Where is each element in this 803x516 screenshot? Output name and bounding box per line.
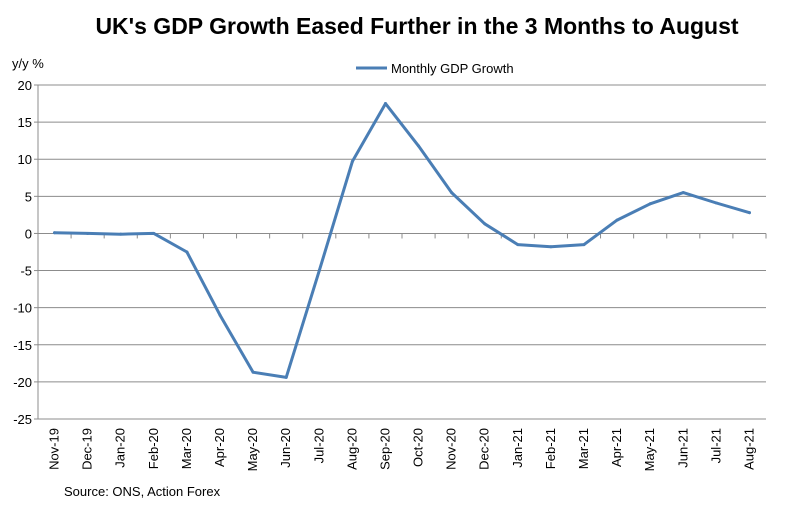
y-tick-label: -20 xyxy=(13,375,32,390)
data-point xyxy=(582,243,586,247)
data-point xyxy=(119,232,123,236)
x-tick-labels: Nov-19 Dec-19 Jan-20 Feb-20 Mar-20 Apr-20 May-… xyxy=(47,428,757,471)
axes xyxy=(34,84,767,420)
data-point xyxy=(350,159,354,163)
y-tick-label: -5 xyxy=(20,264,32,279)
data-point xyxy=(383,102,387,106)
data-point xyxy=(218,313,222,317)
x-tick-label: Aug-20 xyxy=(344,428,359,470)
data-point xyxy=(747,211,751,215)
data-point xyxy=(615,218,619,222)
data-point xyxy=(86,231,90,235)
data-point xyxy=(417,144,421,148)
data-point xyxy=(53,231,57,235)
y-tick-label: -15 xyxy=(13,338,32,353)
data-point xyxy=(251,370,255,374)
x-tick-label: Jun-20 xyxy=(278,428,293,468)
data-point xyxy=(317,269,321,273)
series-lines xyxy=(53,102,751,379)
data-point xyxy=(648,202,652,206)
source-note: Source: ONS, Action Forex xyxy=(64,484,221,499)
y-tick-label: -10 xyxy=(13,301,32,316)
legend: Monthly GDP Growth xyxy=(356,61,514,76)
x-tick-label: Mar-20 xyxy=(179,428,194,469)
data-point xyxy=(450,191,454,195)
data-point xyxy=(681,191,685,195)
data-point xyxy=(516,243,520,247)
y-tick-label: 5 xyxy=(25,189,32,204)
x-tick-label: Nov-19 xyxy=(47,428,62,470)
y-tick-label: 10 xyxy=(18,152,32,167)
chart-title: UK's GDP Growth Eased Further in the 3 M… xyxy=(95,13,738,39)
x-tick-label: Jun-21 xyxy=(675,428,690,468)
data-point xyxy=(483,222,487,226)
x-tick-label: Nov-20 xyxy=(444,428,459,470)
data-point xyxy=(185,250,189,254)
y-tick-labels: 20 15 10 5 0 -5 -10 -15 -20 -25 xyxy=(13,78,32,427)
x-tick-label: Apr-21 xyxy=(609,428,624,467)
data-point xyxy=(549,245,553,249)
y-tick-label: -25 xyxy=(13,412,32,427)
y-tick-label: 0 xyxy=(25,226,32,241)
x-tick-label: Apr-20 xyxy=(212,428,227,467)
x-tick-label: Jul-21 xyxy=(708,428,723,463)
x-tick-label: Aug-21 xyxy=(741,428,756,470)
data-point xyxy=(152,231,156,235)
y-tick-label: 20 xyxy=(18,78,32,93)
x-tick-label: Oct-20 xyxy=(411,428,426,467)
x-tick-label: May-21 xyxy=(642,428,657,471)
x-tick-label: Jan-20 xyxy=(113,428,128,468)
data-point xyxy=(284,375,288,379)
x-tick-label: Jan-21 xyxy=(510,428,525,468)
x-tick-label: Sep-20 xyxy=(377,428,392,470)
series-line xyxy=(53,102,751,379)
x-tick-label: Feb-20 xyxy=(146,428,161,469)
x-tick-label: Jul-20 xyxy=(311,428,326,463)
y-axis-unit-label: y/y % xyxy=(12,56,44,71)
gridlines xyxy=(38,84,766,420)
legend-label: Monthly GDP Growth xyxy=(391,61,514,76)
x-tick-label: Dec-20 xyxy=(477,428,492,470)
x-tick-label: Dec-19 xyxy=(80,428,95,470)
data-point xyxy=(714,201,718,205)
x-tick-label: Feb-21 xyxy=(543,428,558,469)
y-tick-label: 15 xyxy=(18,115,32,130)
x-tick-label: Mar-21 xyxy=(576,428,591,469)
x-tick-label: May-20 xyxy=(245,428,260,471)
